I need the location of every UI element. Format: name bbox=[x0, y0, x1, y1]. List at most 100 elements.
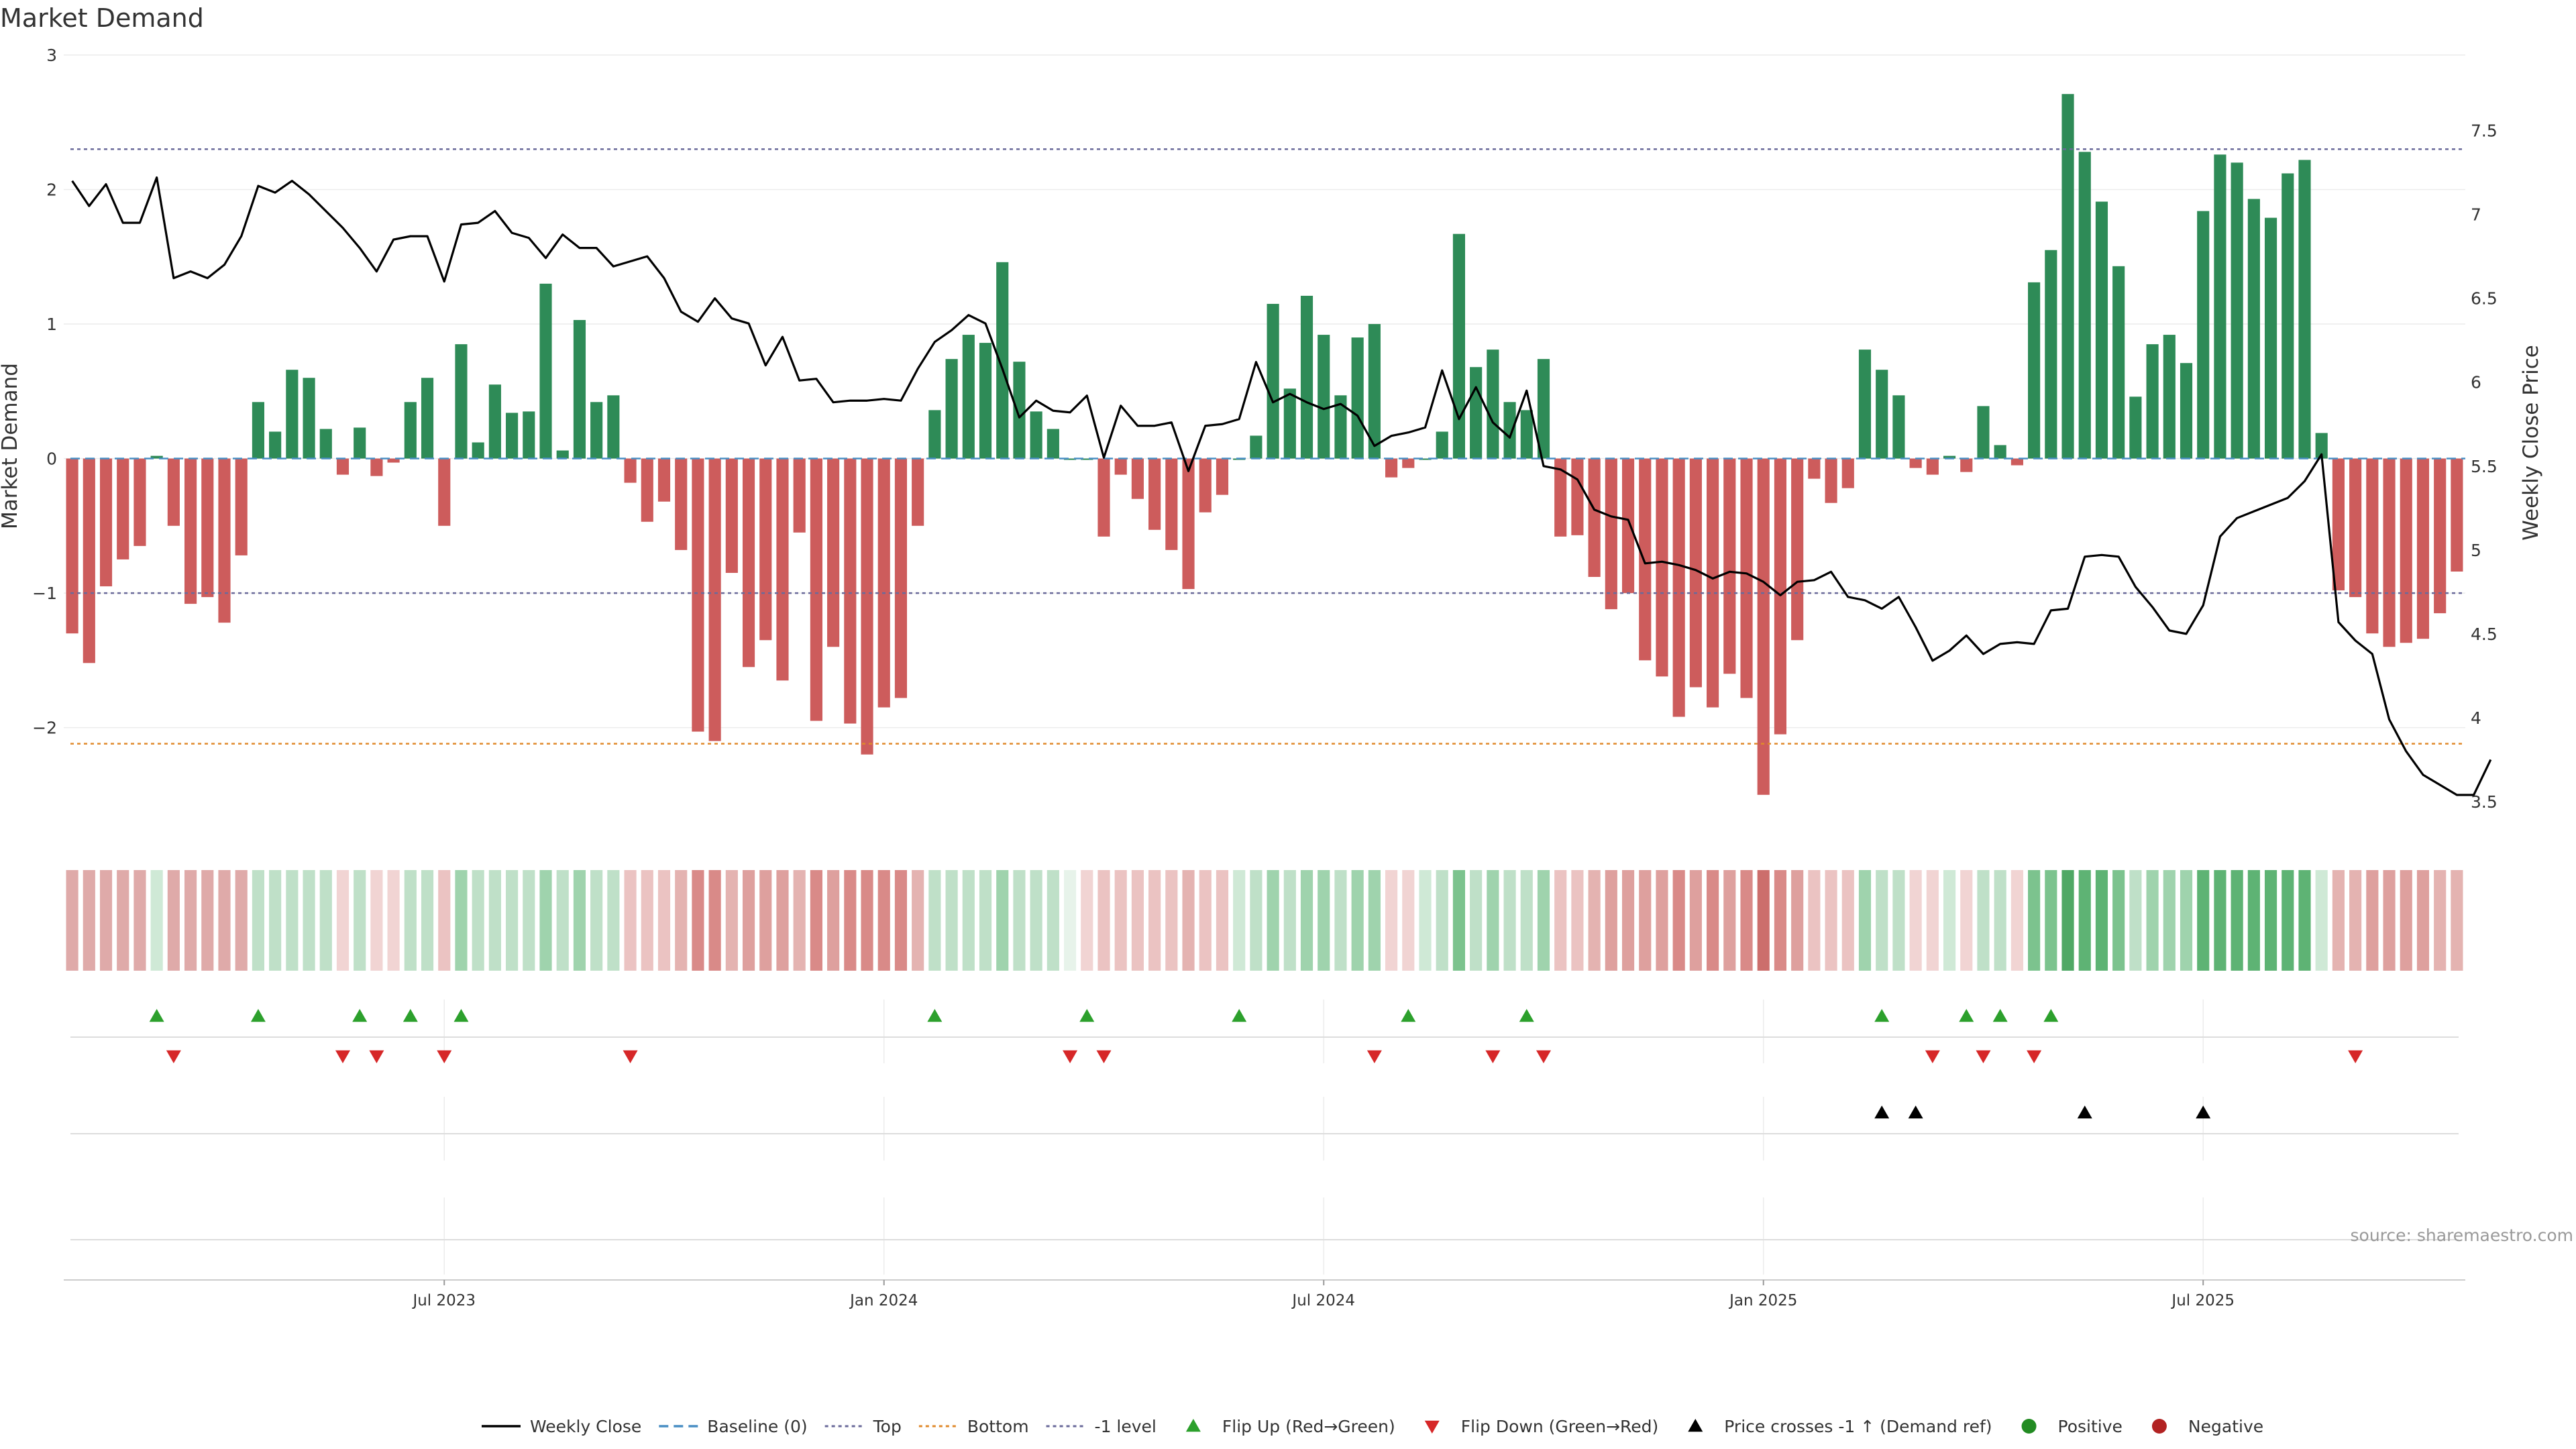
demand-bar bbox=[523, 411, 535, 459]
heat-cell bbox=[657, 870, 671, 971]
heat-cell bbox=[1621, 870, 1635, 971]
right-tick-label: 7.5 bbox=[2471, 121, 2498, 141]
heat-cell bbox=[2146, 870, 2159, 971]
demand-bar bbox=[2451, 458, 2463, 572]
heat-cell bbox=[590, 870, 603, 971]
legend-label: Positive bbox=[2058, 1417, 2123, 1436]
demand-bar bbox=[354, 427, 366, 459]
demand-bar bbox=[1063, 458, 1077, 460]
flip-up-marker bbox=[1079, 1009, 1095, 1022]
demand-bar bbox=[590, 402, 603, 459]
heat-cell bbox=[2078, 870, 2091, 971]
heat-cell bbox=[624, 870, 637, 971]
demand-bar bbox=[506, 413, 519, 459]
left-tick-label: 0 bbox=[46, 449, 57, 469]
heat-cell bbox=[2061, 870, 2074, 971]
demand-bar bbox=[2282, 173, 2294, 459]
heat-cell bbox=[66, 870, 78, 971]
heat-cell bbox=[928, 870, 941, 971]
flip-down-marker bbox=[2027, 1050, 2042, 1063]
heat-cell bbox=[1452, 870, 1465, 971]
heat-cell bbox=[1537, 870, 1550, 971]
heat-cell bbox=[2180, 870, 2193, 971]
heat-cell bbox=[1740, 870, 1753, 971]
demand-bar bbox=[1487, 350, 1499, 459]
demand-bar bbox=[1960, 458, 1973, 472]
demand-bar bbox=[708, 458, 721, 741]
heat-cell bbox=[1520, 870, 1533, 971]
demand-bar bbox=[1097, 458, 1110, 537]
heat-cell bbox=[506, 870, 519, 971]
heat-cell bbox=[1470, 870, 1483, 971]
flip-down-marker bbox=[2348, 1050, 2363, 1063]
demand-bar bbox=[1943, 455, 1956, 459]
heat-cell bbox=[488, 870, 501, 971]
flip-down-marker bbox=[1096, 1050, 1112, 1063]
demand-bar bbox=[1892, 395, 1905, 459]
demand-bar bbox=[133, 458, 146, 546]
demand-bar bbox=[235, 458, 248, 555]
heat-cell bbox=[861, 870, 873, 971]
heat-cell bbox=[1063, 870, 1077, 971]
demand-bar bbox=[912, 458, 924, 526]
source-text: source: sharemaestro.com bbox=[2351, 1226, 2574, 1245]
heat-cell bbox=[2264, 870, 2277, 971]
flip-signals-panel bbox=[70, 1000, 2459, 1063]
flip-down-marker bbox=[1485, 1050, 1501, 1063]
demand-bar bbox=[2197, 211, 2210, 459]
heat-cell bbox=[1503, 870, 1516, 971]
heat-cell bbox=[2112, 870, 2125, 971]
heat-cell bbox=[1588, 870, 1601, 971]
legend-dot-icon bbox=[2021, 1419, 2037, 1434]
demand-bar bbox=[1030, 411, 1042, 459]
heat-cell bbox=[1892, 870, 1905, 971]
heat-cell bbox=[1774, 870, 1787, 971]
demand-bar bbox=[404, 402, 417, 459]
heat-cell bbox=[387, 870, 400, 971]
right-tick-label: 6 bbox=[2471, 373, 2481, 392]
heat-cell bbox=[776, 870, 789, 971]
demand-bar bbox=[928, 410, 941, 459]
legend-item: Bottom bbox=[918, 1417, 1029, 1436]
right-tick-label: 7 bbox=[2471, 205, 2481, 225]
heat-cell bbox=[1334, 870, 1347, 971]
heat-cell bbox=[1571, 870, 1584, 971]
heat-cell bbox=[286, 870, 299, 971]
heat-cell bbox=[641, 870, 653, 971]
heat-cell bbox=[1385, 870, 1398, 971]
legend-label: Negative bbox=[2188, 1417, 2263, 1436]
demand-bar bbox=[1452, 233, 1465, 459]
heat-cell bbox=[1351, 870, 1364, 971]
demand-bar bbox=[1503, 402, 1516, 459]
heat-cell bbox=[1318, 870, 1330, 971]
x-tick-label: Jul 2025 bbox=[2170, 1292, 2235, 1309]
heat-cell bbox=[1977, 870, 1990, 971]
demand-bar bbox=[641, 458, 653, 522]
demand-bar bbox=[1385, 458, 1398, 478]
demand-bar bbox=[556, 450, 569, 459]
heat-cell bbox=[1858, 870, 1872, 971]
heat-cell bbox=[2332, 870, 2345, 971]
heat-cell bbox=[1672, 870, 1685, 971]
legend-dot-icon bbox=[2151, 1419, 2167, 1434]
flip-down-marker bbox=[623, 1050, 638, 1063]
legend-label: Flip Down (Green→Red) bbox=[1461, 1417, 1659, 1436]
flip-down-marker bbox=[166, 1050, 181, 1063]
demand-bar bbox=[1977, 406, 1990, 459]
flip-down-marker bbox=[1063, 1050, 1078, 1063]
demand-bar bbox=[1774, 458, 1787, 735]
demand-bar bbox=[979, 343, 992, 459]
heat-cell bbox=[2366, 870, 2379, 971]
heat-cell bbox=[827, 870, 840, 971]
heat-cell bbox=[1199, 870, 1212, 971]
flip-up-marker bbox=[402, 1009, 418, 1022]
demand-bar bbox=[810, 458, 822, 721]
demand-bar bbox=[1808, 458, 1821, 479]
y-axis-label: Market Demand bbox=[0, 363, 22, 529]
demand-bar bbox=[2010, 458, 2023, 466]
demand-bar bbox=[1131, 458, 1144, 499]
demand-bar bbox=[2028, 282, 2041, 459]
heat-cell bbox=[1825, 870, 1837, 971]
demand-bar bbox=[1419, 458, 1432, 460]
heat-cell bbox=[2434, 870, 2447, 971]
